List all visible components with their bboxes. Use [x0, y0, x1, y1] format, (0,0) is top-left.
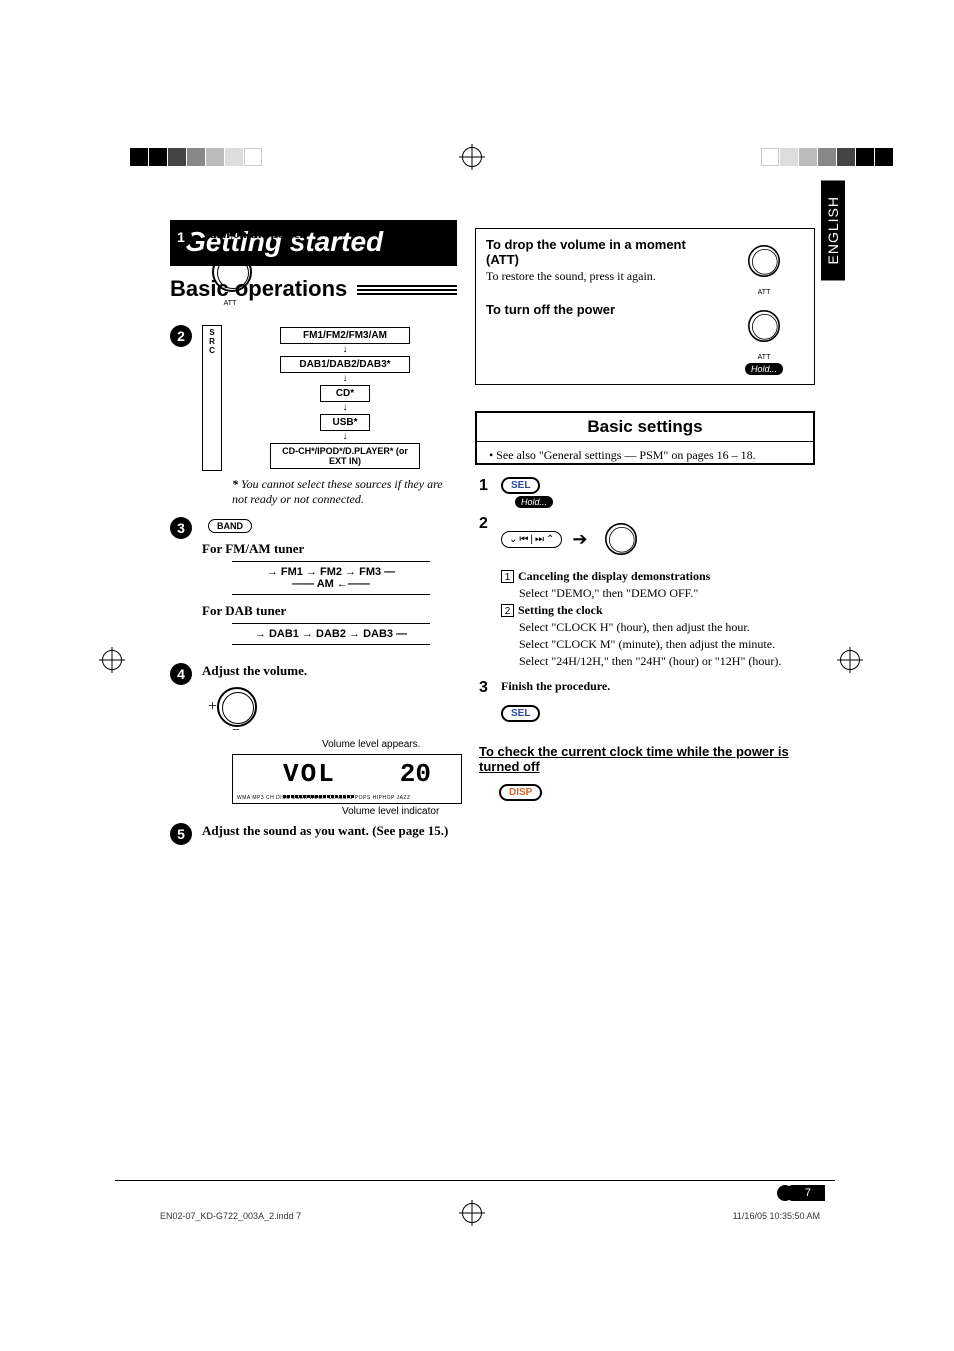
basic-settings-panel: Basic settings • See also "General setti…	[475, 411, 815, 465]
bs-sub-1: 1Canceling the display demonstrations	[501, 569, 811, 584]
band-button-icon: BAND	[208, 519, 252, 533]
power-off-heading: To turn off the power	[486, 302, 716, 317]
dab-cycle-row: → DAB1 → DAB2 → DAB3 —	[255, 628, 407, 640]
vol-value: 20	[400, 759, 431, 789]
language-tab: ENGLISH	[821, 180, 845, 280]
source-box: CD*	[320, 385, 370, 402]
step-5-text: Adjust the sound as you want. (See page …	[202, 823, 460, 839]
basic-settings-title: Basic settings	[477, 413, 813, 442]
footer-right: 11/16/05 10:35:50 AM	[733, 1211, 820, 1221]
bs-step-3: 3 Finish the procedure.	[479, 679, 811, 697]
registration-mark	[840, 650, 860, 670]
drop-volume-heading: To drop the volume in a moment (ATT)	[486, 237, 716, 267]
src-button-icon: SRC	[202, 325, 222, 471]
step-1-text: Turn on the power.	[202, 226, 460, 242]
att-dial-icon	[748, 245, 780, 277]
att-label: ATT	[724, 354, 804, 361]
source-box: CD-CH*/IPOD*/D.PLAYER* (or EXT IN)	[270, 443, 420, 469]
disp-button-icon: DISP	[499, 784, 542, 801]
vol-word: VOL	[283, 759, 336, 789]
fm-am-subhead: For FM/AM tuner	[202, 541, 460, 557]
step-4: 4 Adjust the volume. + − Volume level ap…	[170, 663, 460, 817]
bs-step-1: 1 SEL Hold...	[479, 477, 811, 509]
bs-sub-2-body3: Select "24H/12H," then "24H" (hour) or "…	[519, 654, 811, 669]
source-box: DAB1/DAB2/DAB3*	[280, 356, 410, 373]
step-1: 1 Turn on the power. ATT	[170, 226, 460, 307]
power-dial-icon	[212, 252, 252, 292]
att-label: ATT	[210, 300, 250, 307]
fm-cycle-row: → FM1 → FM2 → FM3 ——— AM ←——	[267, 566, 395, 590]
vol-icon-row: WMA MP3 CH DISC USER ROCK CLASSIC POPS H…	[237, 795, 457, 801]
step-5: 5 Adjust the sound as you want. (See pag…	[170, 823, 460, 845]
dab-subhead: For DAB tuner	[202, 603, 460, 619]
hold-badge: Hold...	[745, 363, 783, 375]
registration-mark	[462, 1203, 482, 1223]
power-dial-icon	[748, 310, 780, 342]
sel-button-icon: SEL	[501, 705, 540, 722]
source-box: USB*	[320, 414, 370, 431]
step-3: 3 BAND For FM/AM tuner → FM1 → FM2 → FM3…	[170, 517, 460, 653]
basic-settings-note: • See also "General settings — PSM" on p…	[477, 442, 813, 463]
bs-sub-2-body1: Select "CLOCK H" (hour), then adjust the…	[519, 620, 811, 635]
check-clock-heading: To check the current clock time while th…	[479, 744, 811, 774]
vol-caption-1: Volume level appears.	[322, 739, 462, 750]
volume-display: VOL 20 WMA MP3 CH DISC USER ROCK CLASSIC…	[232, 754, 462, 804]
vol-caption-2: Volume level indicator	[342, 806, 462, 817]
bs-step-2: 2 ⌄⏮|⏭⌃ ➔	[479, 515, 811, 563]
sel-button-icon: SEL	[501, 477, 540, 494]
hold-badge: Hold...	[515, 496, 553, 508]
step-number-icon: 4	[170, 663, 192, 685]
bs-sub-2: 2Setting the clock	[501, 603, 811, 618]
adjust-dial-icon	[605, 523, 637, 555]
att-poweroff-box: To drop the volume in a moment (ATT) To …	[475, 228, 815, 385]
footer-left: EN02-07_KD-G722_003A_2.indd 7	[160, 1211, 301, 1221]
registration-mark	[102, 650, 122, 670]
step-number-icon: 3	[170, 517, 192, 539]
source-footnote: * You cannot select these sources if the…	[232, 477, 460, 507]
page-number: 7	[785, 1185, 825, 1201]
page-footer-rule: 7	[115, 1180, 835, 1181]
bs-sub-2-body2: Select "CLOCK M" (minute), then adjust t…	[519, 637, 811, 652]
att-label: ATT	[724, 289, 804, 296]
step-number-icon: 2	[170, 325, 192, 347]
step-number-icon: 5	[170, 823, 192, 845]
rocker-control-icon: ⌄⏮|⏭⌃	[501, 531, 562, 548]
step-number-icon: 1	[170, 226, 192, 248]
drop-volume-body: To restore the sound, press it again.	[486, 269, 716, 284]
bs-sub-1-body: Select "DEMO," then "DEMO OFF."	[519, 586, 811, 601]
print-footer: EN02-07_KD-G722_003A_2.indd 7 11/16/05 1…	[160, 1211, 820, 1221]
step-2: 2 SRC FM1/FM2/FM3/AM ↓ DAB1/DAB2/DAB3* ↓…	[170, 325, 460, 507]
source-box: FM1/FM2/FM3/AM	[280, 327, 410, 344]
volume-dial-icon	[217, 687, 257, 727]
step-4-text: Adjust the volume.	[202, 663, 462, 679]
